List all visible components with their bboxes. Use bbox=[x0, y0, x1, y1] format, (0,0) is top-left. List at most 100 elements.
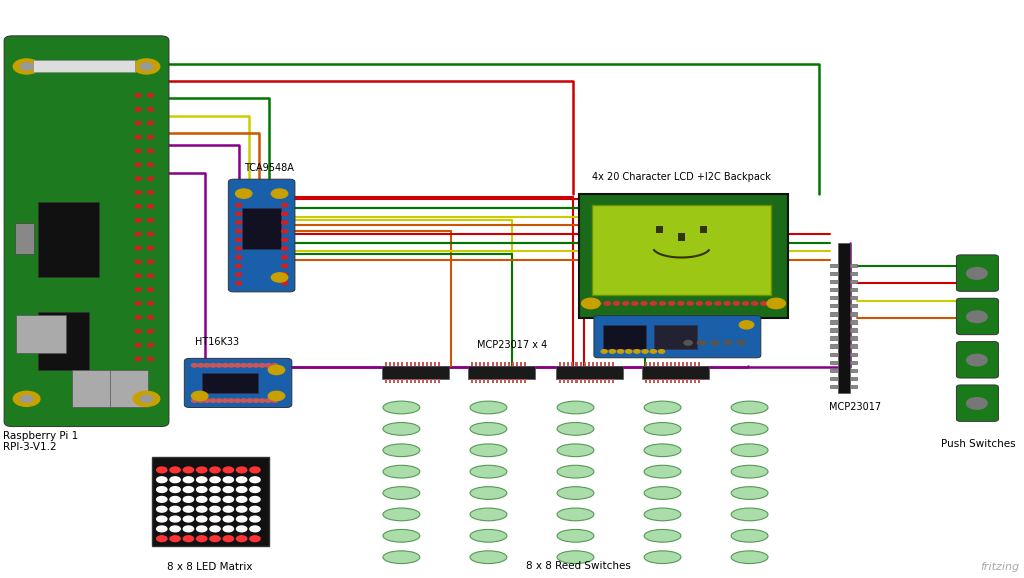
Circle shape bbox=[237, 536, 247, 542]
Circle shape bbox=[147, 329, 154, 333]
Bar bbox=[830, 336, 838, 340]
Ellipse shape bbox=[383, 508, 420, 521]
Circle shape bbox=[147, 149, 154, 153]
Circle shape bbox=[135, 302, 141, 305]
Ellipse shape bbox=[470, 487, 507, 499]
Bar bbox=[686, 362, 688, 366]
Ellipse shape bbox=[731, 487, 768, 499]
Bar bbox=[524, 379, 526, 383]
Bar bbox=[479, 362, 481, 366]
Circle shape bbox=[183, 536, 194, 542]
Bar bbox=[655, 225, 664, 232]
Circle shape bbox=[147, 343, 154, 347]
Circle shape bbox=[658, 350, 665, 353]
Circle shape bbox=[197, 516, 207, 522]
Circle shape bbox=[253, 364, 259, 367]
Circle shape bbox=[711, 340, 719, 345]
Ellipse shape bbox=[557, 423, 594, 435]
Bar bbox=[657, 379, 659, 383]
Bar bbox=[850, 312, 857, 316]
Bar bbox=[430, 379, 432, 383]
Bar bbox=[520, 362, 522, 366]
Bar bbox=[653, 362, 655, 366]
Bar bbox=[382, 366, 449, 379]
Bar bbox=[830, 344, 838, 348]
Text: TCA9548A: TCA9548A bbox=[244, 164, 294, 173]
Circle shape bbox=[135, 316, 141, 319]
Bar bbox=[686, 379, 688, 383]
Circle shape bbox=[237, 506, 247, 512]
Circle shape bbox=[157, 467, 167, 473]
Circle shape bbox=[604, 302, 610, 305]
Bar bbox=[385, 379, 387, 383]
Circle shape bbox=[170, 497, 180, 502]
Bar bbox=[603, 325, 646, 349]
Bar bbox=[830, 377, 838, 380]
Ellipse shape bbox=[731, 465, 768, 478]
Circle shape bbox=[739, 321, 754, 329]
Bar bbox=[389, 379, 391, 383]
Ellipse shape bbox=[644, 444, 681, 457]
Circle shape bbox=[228, 364, 234, 367]
Circle shape bbox=[967, 268, 987, 279]
Circle shape bbox=[282, 281, 288, 285]
Circle shape bbox=[250, 526, 260, 532]
Circle shape bbox=[222, 399, 228, 402]
Circle shape bbox=[237, 497, 247, 502]
Bar bbox=[410, 362, 412, 366]
Circle shape bbox=[183, 516, 194, 522]
Circle shape bbox=[210, 399, 216, 402]
Circle shape bbox=[210, 497, 220, 502]
Text: Raspberry Pi 1
RPI-3-V1.2: Raspberry Pi 1 RPI-3-V1.2 bbox=[3, 431, 78, 452]
Bar bbox=[575, 362, 578, 366]
Bar bbox=[524, 362, 526, 366]
Circle shape bbox=[642, 350, 648, 353]
Bar bbox=[653, 379, 655, 383]
Circle shape bbox=[237, 516, 247, 522]
Bar bbox=[850, 344, 857, 348]
Bar bbox=[397, 362, 399, 366]
Circle shape bbox=[237, 487, 247, 492]
Circle shape bbox=[197, 467, 207, 473]
Circle shape bbox=[282, 273, 288, 276]
Circle shape bbox=[157, 487, 167, 492]
Circle shape bbox=[282, 247, 288, 250]
Circle shape bbox=[135, 260, 141, 264]
Ellipse shape bbox=[644, 465, 681, 478]
Text: 4x 20 Character LCD +I2C Backpack: 4x 20 Character LCD +I2C Backpack bbox=[592, 172, 770, 182]
Circle shape bbox=[147, 316, 154, 319]
Bar bbox=[698, 362, 700, 366]
Bar bbox=[584, 379, 586, 383]
Bar bbox=[504, 362, 506, 366]
Bar bbox=[426, 362, 428, 366]
Circle shape bbox=[210, 516, 220, 522]
Circle shape bbox=[147, 288, 154, 291]
Bar bbox=[657, 362, 659, 366]
Bar bbox=[401, 379, 403, 383]
Circle shape bbox=[147, 274, 154, 277]
Circle shape bbox=[157, 516, 167, 522]
Circle shape bbox=[595, 302, 601, 305]
Bar bbox=[406, 362, 408, 366]
Circle shape bbox=[216, 364, 222, 367]
Circle shape bbox=[183, 487, 194, 492]
Circle shape bbox=[147, 205, 154, 208]
Ellipse shape bbox=[731, 444, 768, 457]
Circle shape bbox=[170, 536, 180, 542]
Circle shape bbox=[197, 487, 207, 492]
Circle shape bbox=[210, 536, 220, 542]
Bar bbox=[508, 362, 510, 366]
Circle shape bbox=[157, 497, 167, 502]
Circle shape bbox=[250, 506, 260, 512]
Circle shape bbox=[609, 350, 615, 353]
Circle shape bbox=[632, 302, 638, 305]
Bar bbox=[690, 362, 692, 366]
Ellipse shape bbox=[644, 423, 681, 435]
Circle shape bbox=[133, 391, 160, 406]
Text: 8 x 8 Reed Switches: 8 x 8 Reed Switches bbox=[526, 561, 631, 571]
Bar bbox=[422, 362, 424, 366]
Circle shape bbox=[282, 229, 288, 233]
Bar bbox=[580, 362, 582, 366]
Circle shape bbox=[135, 135, 141, 139]
Circle shape bbox=[170, 477, 180, 483]
